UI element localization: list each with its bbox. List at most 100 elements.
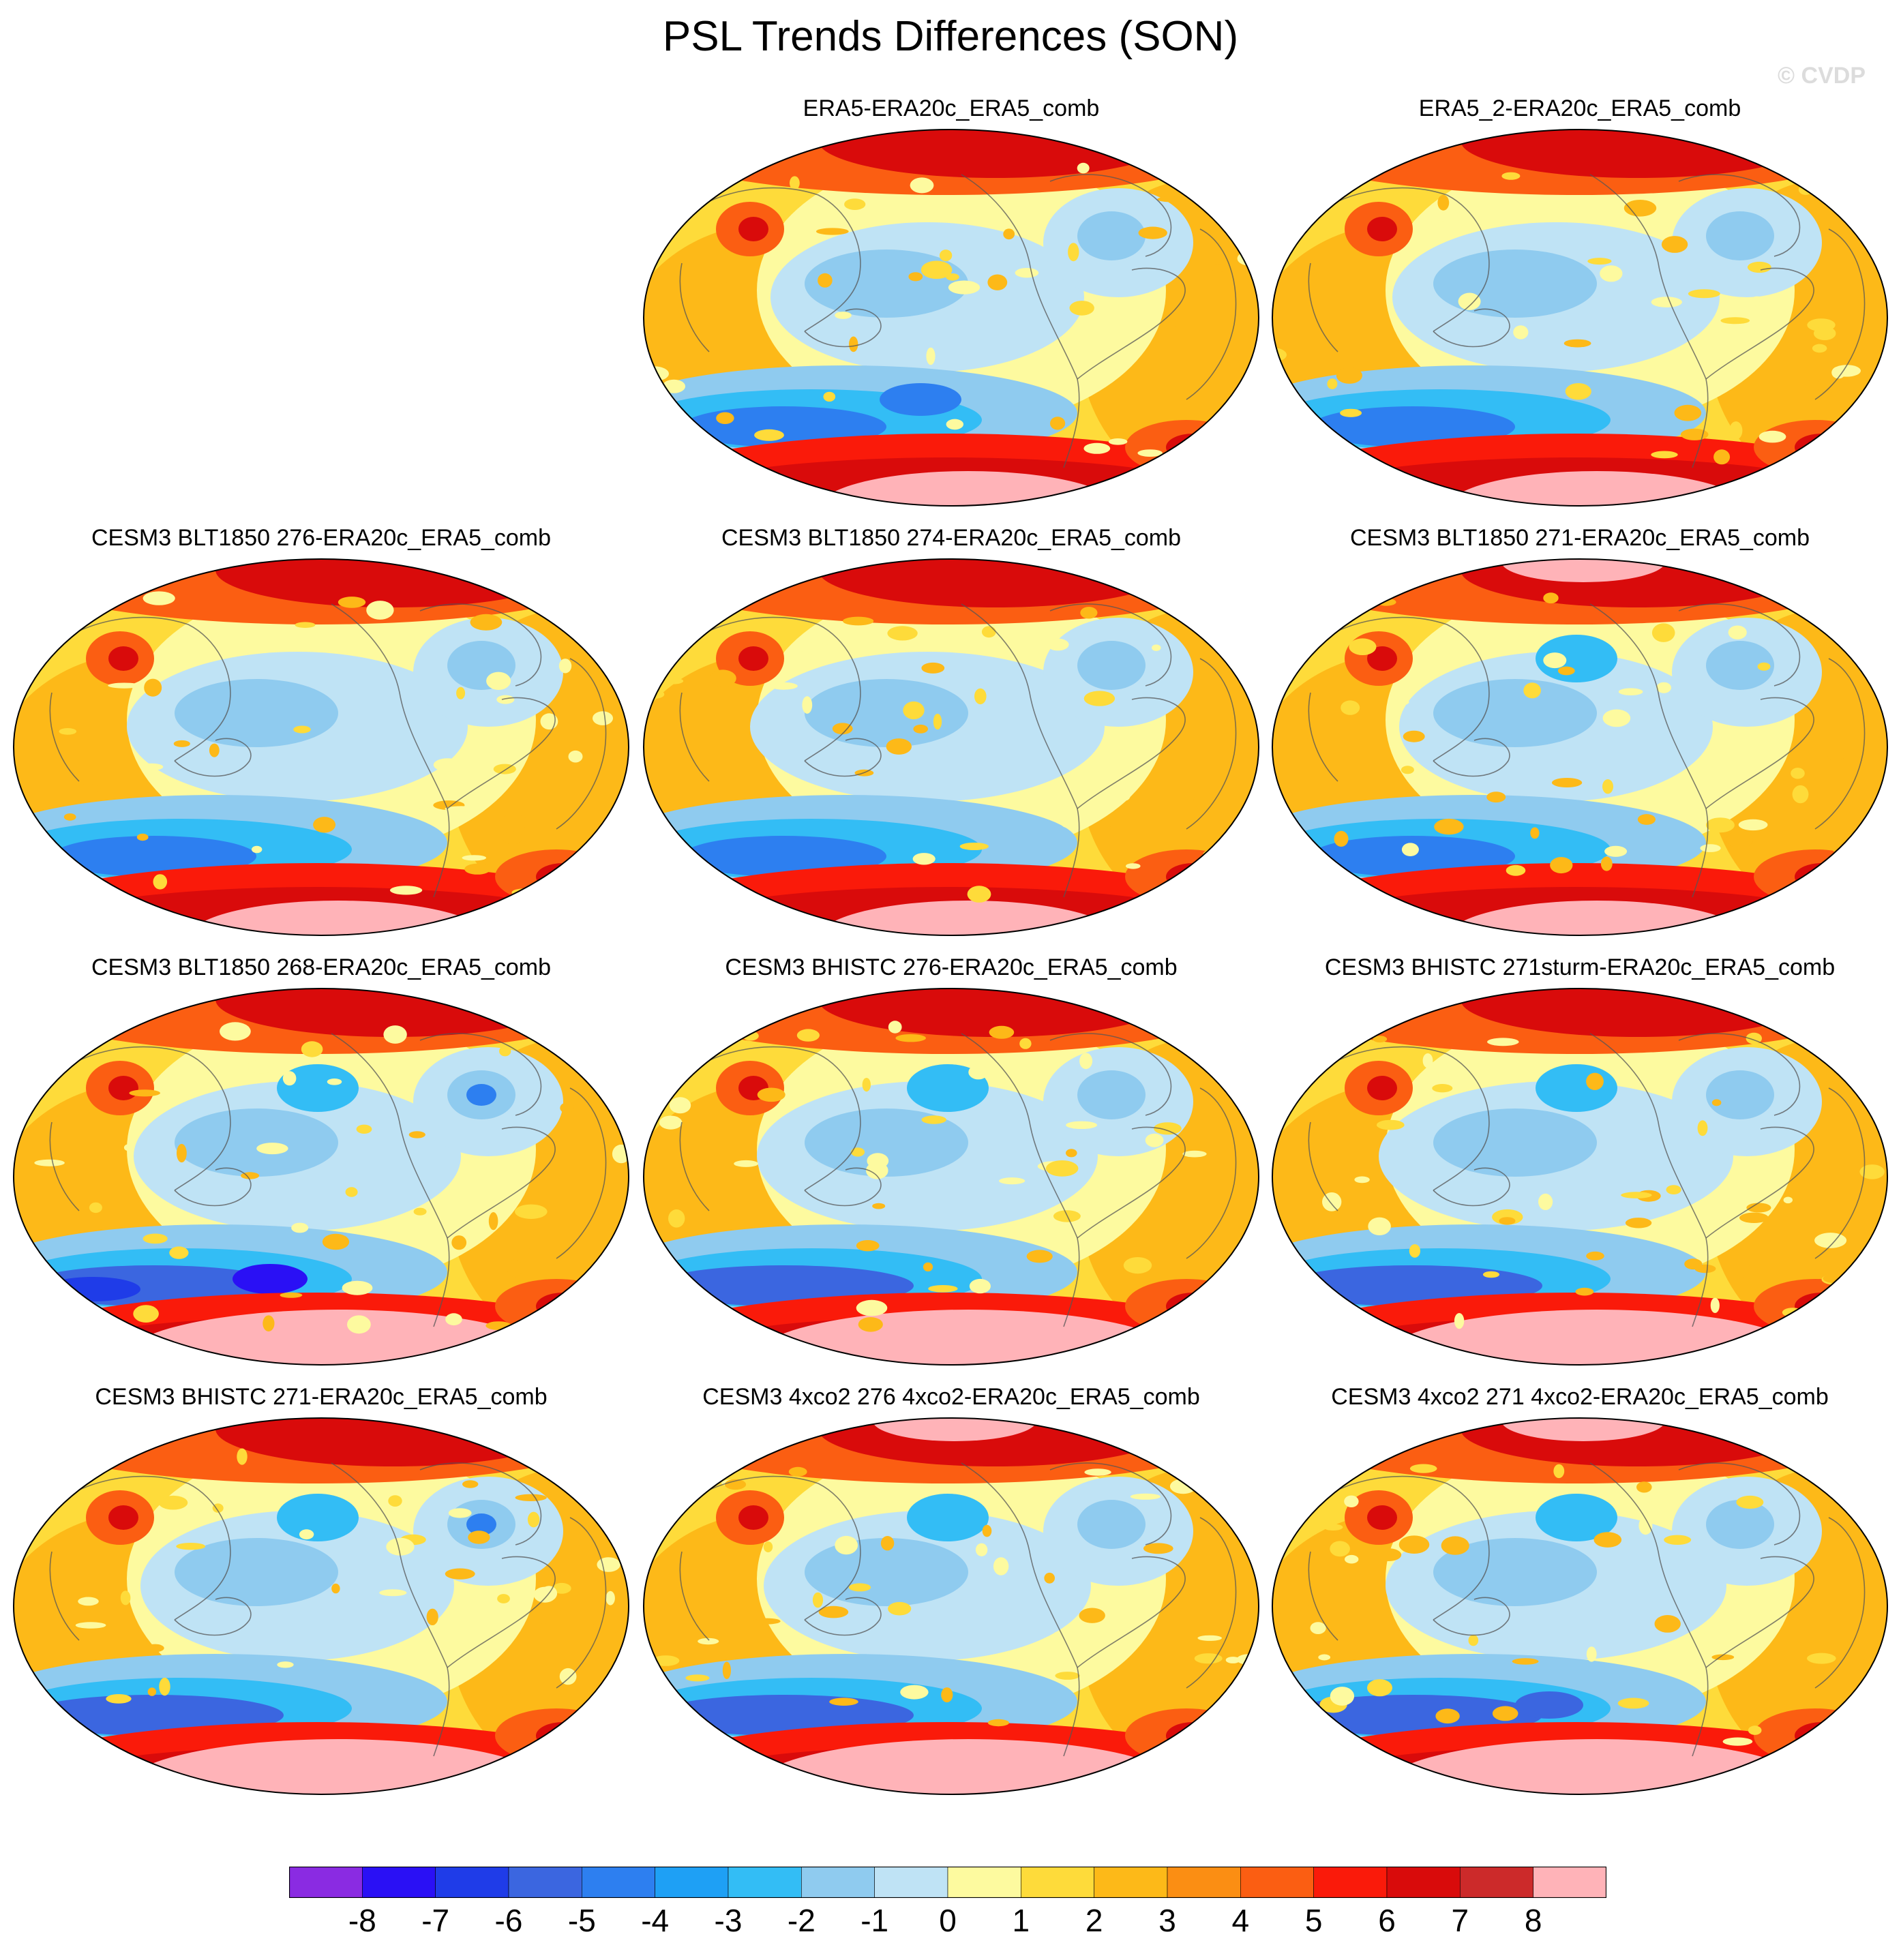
field-speckle — [133, 1305, 159, 1323]
atlantic-negative-core — [1706, 641, 1774, 690]
south-atlantic-positive — [1125, 1279, 1248, 1333]
field-speckle — [515, 1204, 548, 1219]
field-speckle — [433, 758, 462, 772]
field-speckle — [1486, 791, 1506, 803]
field-speckle — [1154, 1122, 1182, 1135]
coastline — [1049, 603, 1172, 687]
coastline — [1678, 174, 1801, 257]
field-speckle — [1329, 1746, 1356, 1764]
coastline — [1433, 1597, 1510, 1636]
field-speckle — [959, 843, 989, 850]
map-plot — [643, 1417, 1259, 1795]
map-plot — [643, 988, 1259, 1366]
atlantic-negative-core — [1706, 1500, 1774, 1549]
map-field — [644, 130, 1259, 506]
map-panel: CESM3 BLT1850 276-ERA20c_ERA5_comb — [11, 525, 631, 948]
field-speckle — [806, 204, 837, 213]
arctic-max — [1501, 1418, 1665, 1441]
field-speckle — [605, 1590, 615, 1605]
field-speckle — [975, 1543, 988, 1556]
field-speckle — [1813, 327, 1836, 340]
map-panel: ERA5_2-ERA20c_ERA5_comb — [1270, 95, 1890, 518]
panel-title: CESM3 BHISTC 271sturm-ERA20c_ERA5_comb — [1324, 954, 1836, 980]
field-speckle — [291, 1222, 309, 1233]
field-speckle — [263, 1315, 275, 1331]
coastline — [419, 1462, 542, 1546]
field-speckle — [1044, 1572, 1055, 1584]
field-speckle — [1458, 292, 1481, 310]
field-speckle — [1050, 417, 1066, 430]
field-speckle — [1807, 1653, 1836, 1664]
field-speckle — [1825, 1111, 1836, 1121]
panel-title: CESM3 BLT1850 268-ERA20c_ERA5_comb — [91, 954, 552, 980]
field-speckle — [1330, 1541, 1350, 1557]
coastline — [1433, 738, 1510, 777]
map-panel: CESM3 BHISTC 271-ERA20c_ERA5_comb — [11, 1384, 631, 1807]
field-speckle — [1236, 432, 1248, 438]
field-speckle — [1604, 845, 1628, 857]
field-speckle — [1823, 1472, 1836, 1488]
field-speckle — [1738, 819, 1768, 831]
field-speckle — [383, 1025, 407, 1044]
field-speckle — [1758, 430, 1786, 443]
field-speckle — [719, 282, 741, 289]
colorbar-swatch — [1386, 1867, 1461, 1898]
southern-negative-max — [1515, 1691, 1583, 1719]
south-atlantic-positive — [1754, 1279, 1876, 1333]
field-speckle — [1407, 191, 1424, 202]
south-atlantic-positive — [1125, 849, 1248, 904]
map-plot — [1272, 558, 1888, 936]
field-speckle — [597, 1557, 620, 1572]
field-speckle — [835, 312, 852, 319]
field-speckle — [1202, 848, 1229, 862]
field-speckle — [1530, 827, 1540, 839]
field-speckle — [277, 1661, 294, 1668]
coastline — [695, 1046, 861, 1191]
field-speckle — [1501, 172, 1521, 180]
colorbar-tick-label: 8 — [1524, 1903, 1542, 1938]
field-speckle — [910, 177, 934, 194]
field-speckle — [1565, 383, 1591, 400]
field-speckle — [848, 1583, 871, 1592]
field-speckle — [1051, 1631, 1064, 1647]
field-speckle — [327, 1079, 342, 1085]
field-speckle — [1621, 1192, 1652, 1198]
figure-title: PSL Trends Differences (SON) — [662, 13, 1239, 60]
field-speckle — [1748, 1725, 1762, 1735]
field-speckle — [698, 1638, 719, 1645]
field-speckle — [527, 1511, 540, 1528]
coastline — [1186, 1517, 1237, 1689]
field-speckle — [722, 1661, 731, 1679]
antarctic-max — [818, 471, 1118, 506]
coastline — [1814, 658, 1866, 830]
panel-title: CESM3 BHISTC 276-ERA20c_ERA5_comb — [725, 954, 1178, 980]
atlantic-negative-core — [1706, 211, 1774, 260]
tibet-core — [738, 1505, 768, 1530]
atlantic-negative-core — [1077, 1070, 1146, 1119]
coastline — [419, 1033, 542, 1116]
field-speckle — [1284, 437, 1299, 447]
field-speckle — [1409, 1244, 1420, 1258]
antarctic-max — [1447, 471, 1747, 506]
field-speckle — [818, 1605, 849, 1618]
field-speckle — [209, 743, 220, 757]
field-speckle — [445, 806, 477, 812]
coastline — [804, 738, 882, 777]
colorbar-swatch — [1460, 1867, 1533, 1898]
antarctic-max — [750, 1310, 1186, 1365]
field-speckle — [1786, 342, 1796, 355]
field-speckle — [1523, 682, 1541, 699]
field-speckle — [1197, 1635, 1222, 1641]
field-speckle — [1037, 639, 1062, 648]
map-panel: CESM3 4xco2 271 4xco2-ERA20c_ERA5_comb — [1270, 1384, 1890, 1807]
map-plot — [13, 1417, 629, 1795]
coastline — [49, 1551, 80, 1641]
field-speckle — [49, 1465, 80, 1480]
field-speckle — [1435, 1708, 1460, 1724]
panel-title: CESM3 BLT1850 276-ERA20c_ERA5_comb — [91, 525, 552, 551]
field-speckle — [445, 1568, 475, 1580]
field-speckle — [347, 1315, 371, 1334]
field-speckle — [753, 1618, 781, 1625]
field-speckle — [388, 1495, 402, 1507]
map-field — [644, 989, 1259, 1365]
